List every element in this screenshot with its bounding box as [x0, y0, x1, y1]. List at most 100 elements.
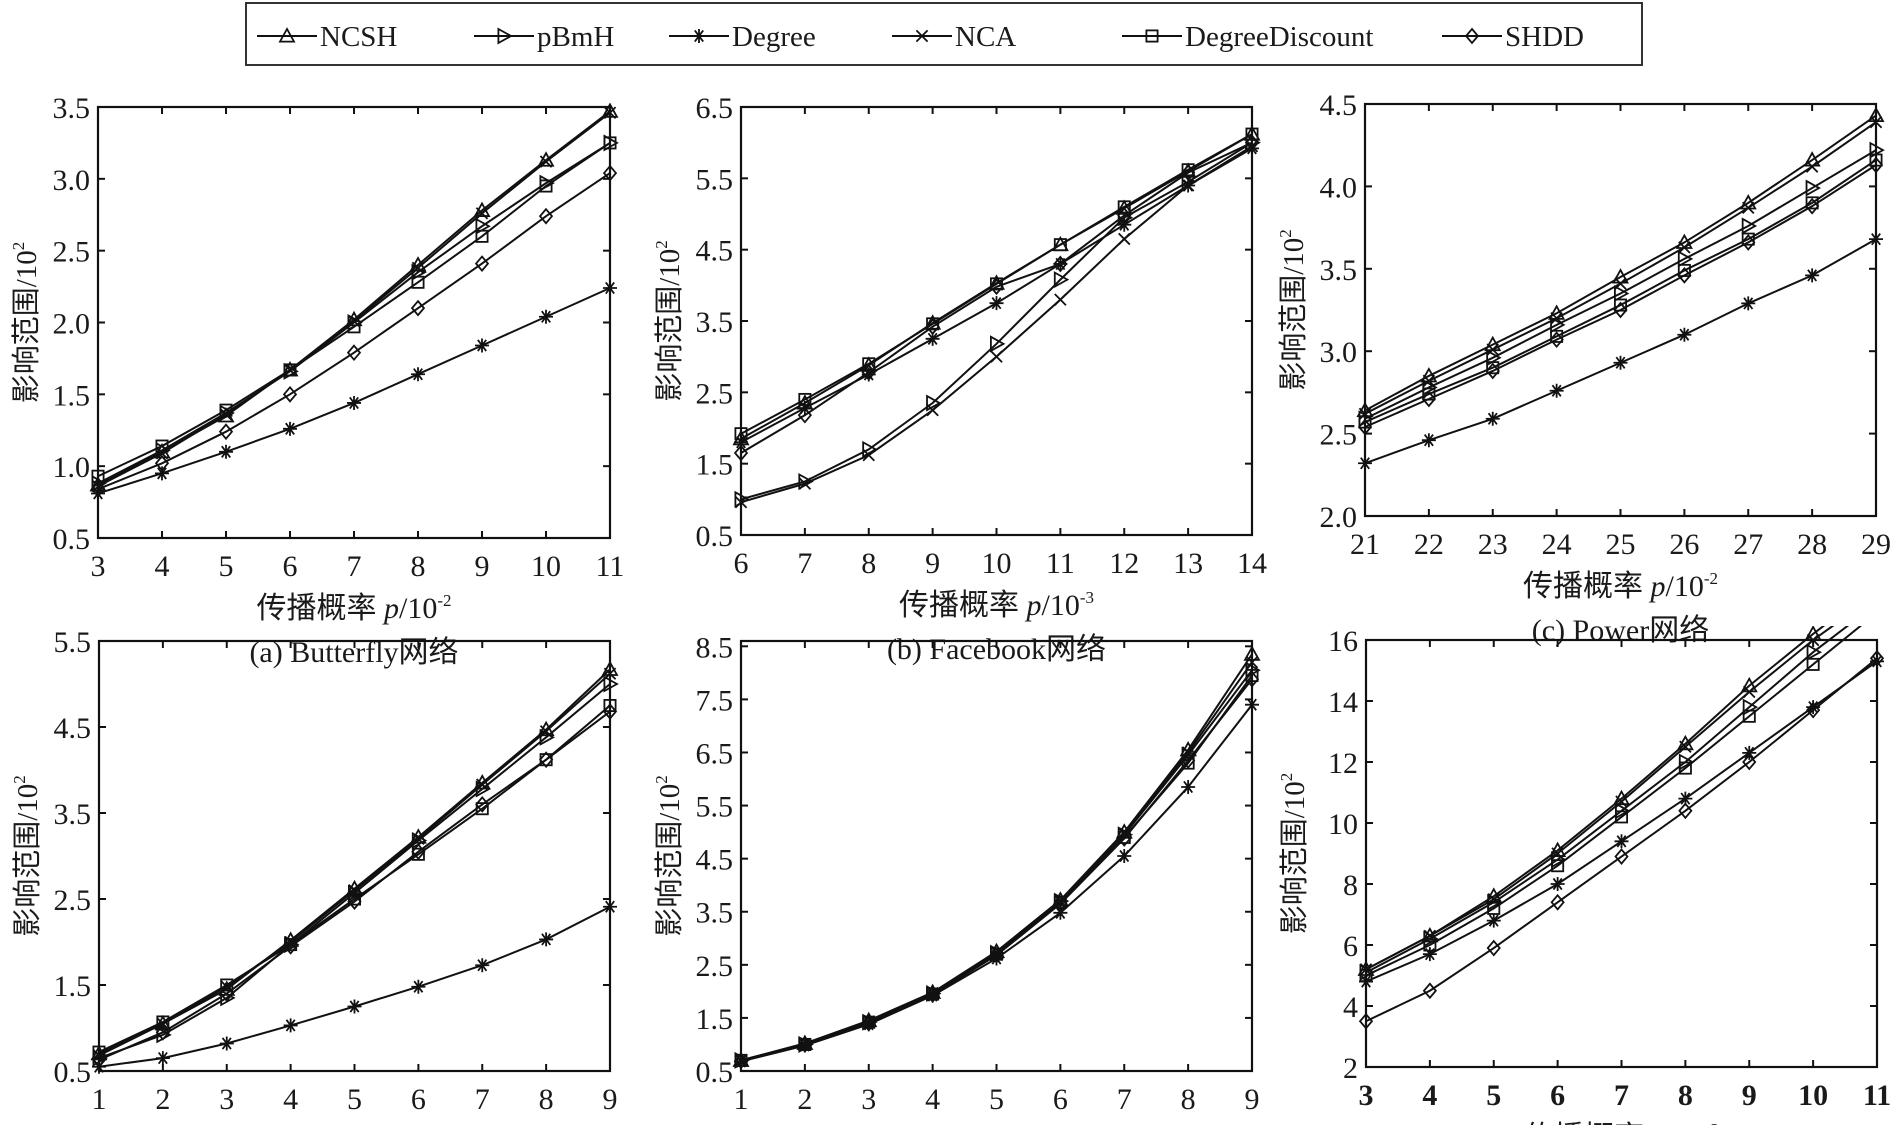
data-point-degree [411, 367, 425, 382]
y-tick-label: 12 [1328, 747, 1358, 780]
x-tick-label: 14 [1237, 547, 1267, 580]
x-tick-label: 4 [155, 550, 170, 583]
data-point-degreediscount [219, 403, 233, 417]
y-tick-label: 16 [1328, 625, 1358, 658]
series-ncsh [89, 102, 619, 492]
data-point-nca [219, 408, 233, 421]
data-point-degree [1245, 697, 1259, 712]
data-point-degree [989, 951, 1004, 966]
data-point-pbmh [1806, 643, 1822, 661]
x-tick-label: 9 [1742, 1079, 1757, 1112]
series-line-shdd [740, 141, 1253, 454]
series-degreediscount [734, 127, 1259, 441]
y-tick-label: 4.5 [1320, 89, 1358, 122]
x-tick-label: 4 [283, 1083, 298, 1116]
triangle-right-icon [497, 27, 513, 45]
data-point-nca [798, 477, 812, 490]
panel-caption: (b) Facebook网络 [887, 633, 1106, 666]
data-point-nca [1743, 685, 1756, 699]
data-point-shdd [1677, 267, 1692, 284]
x-tick-label: 22 [1414, 528, 1444, 561]
data-point-nca [1422, 374, 1436, 388]
data-point-degree [411, 979, 426, 994]
series-line-degree [740, 704, 1253, 1063]
data-point-ncsh [1243, 645, 1261, 661]
y-tick-label: 1.0 [53, 451, 91, 484]
data-point-degree [603, 281, 617, 296]
x-tick-label: 4 [1422, 1079, 1437, 1112]
data-point-degree [989, 296, 1004, 311]
chart-panel-a: 3 4 5 6 7 8 9 10 11 0.5 1.0 1.5 2.0 2.5 3.0 3.5 影响范围/102… [9, 92, 624, 669]
data-point-degreediscount [347, 320, 361, 334]
data-point-pbmh [539, 728, 555, 746]
legend-label: pBmH [537, 21, 614, 53]
series-shdd [90, 164, 618, 498]
data-point-degree [1117, 849, 1132, 863]
y-axis-label: 影响范围/102 [1276, 229, 1310, 391]
series-line-ncsh [98, 668, 611, 1055]
series-shdd [91, 703, 618, 1069]
legend: NCSH pBmH Degree NCA DegreeDiscount SHDD [245, 2, 1643, 66]
plot-frame [739, 639, 1254, 1073]
y-tick-label: 0.5 [54, 1056, 92, 1089]
data-point-degree [1677, 327, 1692, 342]
x-tick-label: 1 [734, 1083, 749, 1116]
data-point-degreediscount [92, 1045, 106, 1059]
data-point-shdd [797, 1036, 813, 1053]
series-degreediscount [1359, 626, 1863, 983]
x-tick-label: 8 [411, 550, 426, 583]
data-point-degree [1614, 834, 1629, 849]
legend-label: NCA [955, 21, 1016, 53]
x-tick-label: 11 [1046, 547, 1075, 580]
data-point-shdd [154, 454, 170, 472]
series-group [90, 660, 619, 1074]
data-point-shdd [1550, 893, 1565, 911]
series-nca [92, 667, 617, 1062]
data-point-shdd [1244, 670, 1260, 688]
y-tick-label: 3.5 [54, 798, 92, 831]
data-point-pbmh [862, 440, 878, 458]
data-point-degree [1870, 654, 1884, 669]
y-tick-label: 5.5 [54, 626, 92, 659]
chart-panel-e: 1 2 3 4 5 6 7 8 9 0.5 1.5 2.5 3.5 4.5 5.5 6.5 7.5 8.5 影响范围… [652, 631, 1261, 1125]
data-point-degree [1742, 745, 1757, 760]
data-point-shdd [1869, 649, 1885, 667]
data-point-shdd [733, 1052, 749, 1070]
x-tick-label: 11 [1863, 1079, 1891, 1112]
data-point-shdd [283, 937, 298, 955]
x-axis-label: 传播概率 p/10-3 [899, 588, 1094, 622]
data-point-shdd [1244, 134, 1260, 152]
data-point-nca [926, 403, 939, 417]
chart-panel-d: 1234567890.51.52.53.54.55.5影响范围/102传播概率 … [10, 626, 619, 1125]
series-nca [1358, 115, 1883, 421]
data-point-pbmh [1871, 596, 1884, 610]
data-point-nca [1486, 343, 1499, 356]
data-point-degreediscount [1359, 969, 1373, 983]
data-point-shdd [1117, 830, 1132, 847]
x-tick-label: 9 [603, 1083, 618, 1116]
data-point-pbmh [1550, 316, 1566, 334]
data-point-ncsh [601, 102, 619, 118]
data-point-degree [1678, 791, 1693, 806]
y-tick-label: 10 [1328, 808, 1358, 841]
data-point-pbmh [1053, 271, 1070, 289]
series-degreediscount [734, 669, 1259, 1067]
data-point-degree [925, 331, 940, 346]
data-point-nca [411, 261, 425, 275]
legend-item-ncsh: NCSH [257, 21, 397, 53]
series-group [89, 102, 619, 501]
series-line-degree [98, 905, 611, 1068]
data-point-degree [1869, 232, 1883, 247]
data-point-nca [603, 667, 617, 680]
series-line-shdd [97, 172, 611, 491]
data-point-degree [91, 486, 105, 501]
data-point-shdd [1485, 362, 1500, 380]
y-tick-label: 2.5 [1320, 419, 1358, 452]
series-line-degreediscount [98, 704, 611, 1053]
data-point-pbmh [990, 335, 1006, 353]
data-point-shdd [538, 751, 554, 769]
legend-item-nca: NCA [892, 21, 1016, 53]
y-tick-label: 2 [1343, 1052, 1358, 1085]
data-point-degree [1485, 411, 1500, 426]
y-tick-label: 1.5 [53, 379, 91, 412]
